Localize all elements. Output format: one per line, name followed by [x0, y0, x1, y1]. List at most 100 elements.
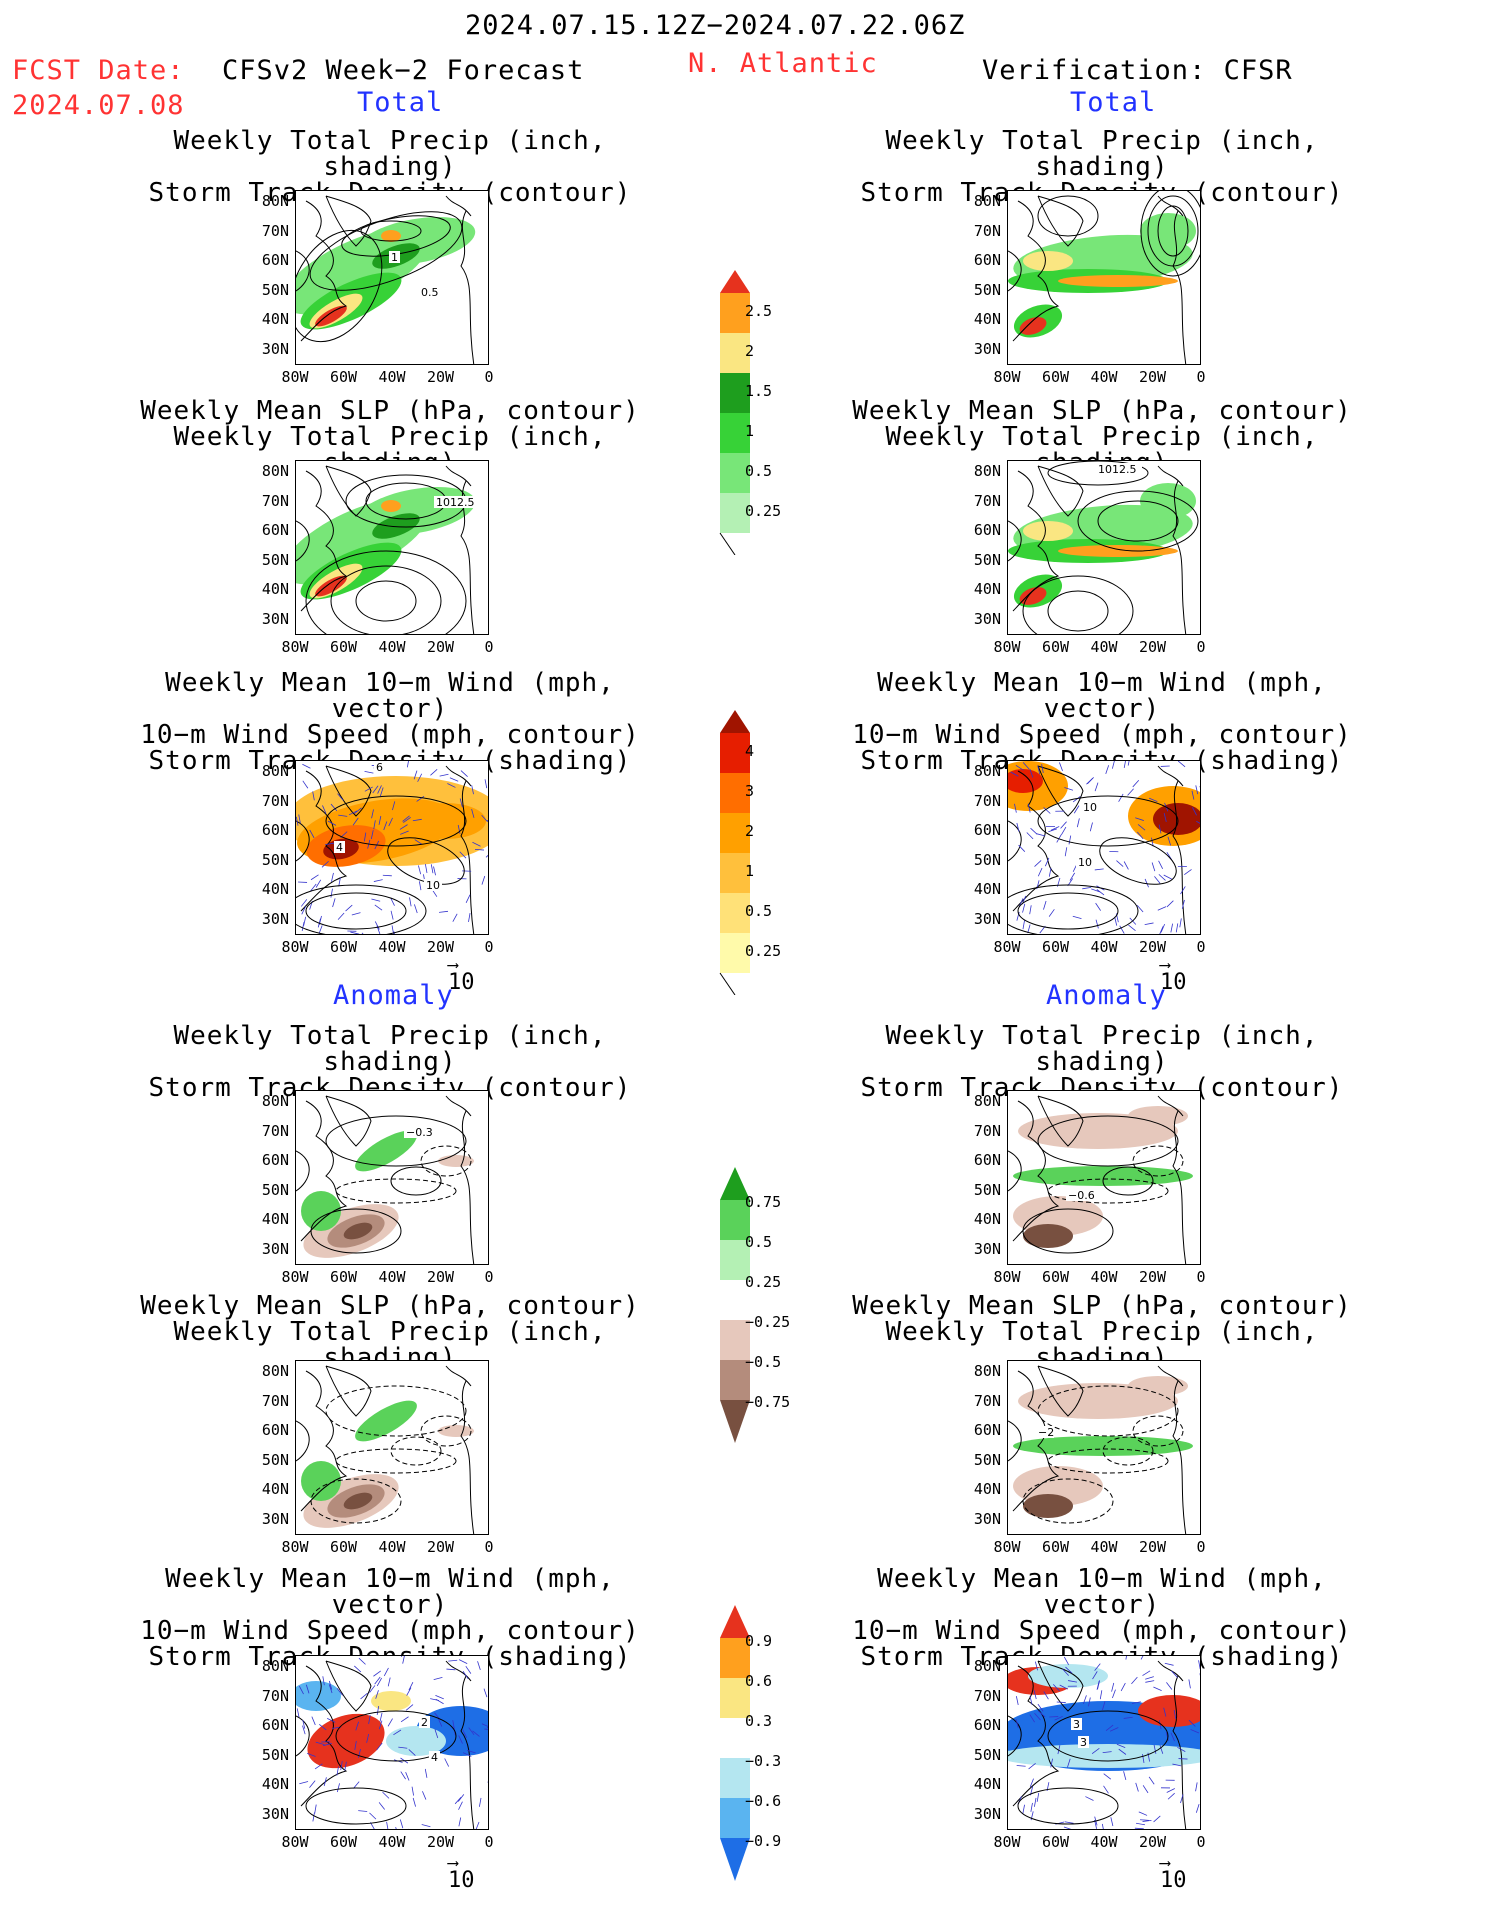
- period-title: 2024.07.15.12Z−2024.07.22.06Z: [465, 10, 966, 41]
- lon-tick: 0: [484, 938, 494, 956]
- cb2-label-4: 0.5: [745, 902, 773, 920]
- lon-tick: 0: [1196, 1268, 1206, 1286]
- vector-ref-right-2: ⟶ 10: [1160, 1853, 1187, 1894]
- lat-tick: 70N: [973, 1391, 1001, 1410]
- cb1-label-2: 1.5: [745, 382, 773, 400]
- contour-label: 6: [376, 761, 383, 774]
- lat-tick: 30N: [261, 909, 289, 928]
- contour-label: 10: [1083, 801, 1097, 814]
- lat-tick: 50N: [261, 1745, 289, 1764]
- lat-tick: 50N: [261, 280, 289, 299]
- lat-tick: 50N: [973, 1450, 1001, 1469]
- lon-tick: 80W: [993, 368, 1021, 386]
- lat-tick: 30N: [261, 609, 289, 628]
- lat-tick: 40N: [261, 310, 289, 328]
- lat-tick: 50N: [973, 1180, 1001, 1199]
- lon-tick: 60W: [329, 1268, 358, 1286]
- colorbar-storm-anom: [720, 1605, 750, 1881]
- lat-tick: 80N: [973, 192, 1001, 210]
- cb3-label-1: 0.5: [745, 1233, 773, 1251]
- lat-tick: 50N: [261, 1450, 289, 1469]
- cb1-label-3: 1: [745, 422, 755, 440]
- lat-tick: 30N: [261, 1239, 289, 1258]
- lon-tick: 80W: [281, 1538, 309, 1556]
- lat-tick: 60N: [261, 1421, 289, 1439]
- lat-tick: 80N: [261, 762, 289, 780]
- lon-tick: 80W: [993, 638, 1021, 656]
- lat-tick: 40N: [973, 580, 1001, 598]
- lon-tick: 80W: [281, 938, 309, 956]
- lat-tick: 80N: [261, 462, 289, 480]
- lon-tick: 20W: [426, 1833, 455, 1851]
- lat-tick: 70N: [261, 491, 289, 510]
- lat-tick: 40N: [973, 1775, 1001, 1793]
- map-panel-p4L: −0.3: [295, 1090, 489, 1265]
- lon-tick: 0: [1196, 938, 1206, 956]
- title-slp-precip-right-1: Weekly Mean SLP (hPa, contour) Weekly Tot…: [852, 396, 1352, 476]
- map-panel-p3L: 6 4 10: [295, 760, 489, 935]
- colorbar-storm-total: [719, 710, 750, 995]
- lat-tick: 80N: [261, 192, 289, 210]
- lat-tick: 60N: [261, 821, 289, 839]
- colorbar-precip-anom: [720, 1167, 750, 1443]
- title-slp-precip-right-2: Weekly Mean SLP (hPa, contour) Weekly Tot…: [852, 1291, 1352, 1373]
- lat-tick: 70N: [973, 221, 1001, 240]
- cb2-label-3: 1: [745, 862, 755, 880]
- lat-tick: 80N: [973, 1362, 1001, 1380]
- lat-tick: 80N: [261, 1092, 289, 1110]
- vector-ref-left-2: ⟶ 10: [448, 1853, 475, 1894]
- map-panel-p4R: −0.6: [1007, 1090, 1201, 1265]
- lon-tick: 60W: [1041, 1268, 1070, 1286]
- lon-tick: 20W: [1138, 1833, 1167, 1851]
- map-panel-p5L: [295, 1360, 489, 1535]
- cb3-label-3: −0.25: [745, 1313, 791, 1331]
- map-panel-p2L: 1012.5: [295, 460, 489, 635]
- lon-tick: 60W: [1041, 1833, 1070, 1851]
- lon-tick: 0: [484, 1833, 494, 1851]
- map-panel-p5R: −2: [1007, 1360, 1201, 1535]
- cb1-label-0: 2.5: [745, 302, 773, 320]
- contour-label: 1012.5: [1098, 463, 1137, 476]
- lat-tick: 30N: [261, 1509, 289, 1528]
- lon-tick: 40W: [1090, 938, 1118, 956]
- lat-tick: 50N: [973, 850, 1001, 869]
- lon-tick: 80W: [281, 638, 309, 656]
- title-wind-storm-left-1: Weekly Mean 10−m Wind (mph, vector) 10−m …: [140, 668, 640, 776]
- cb1-label-5: 0.25: [745, 502, 782, 520]
- contour-label: 0.5: [421, 286, 439, 299]
- contour-label: 4: [336, 841, 343, 854]
- lon-tick: 0: [1196, 1833, 1206, 1851]
- lat-tick: 40N: [973, 1480, 1001, 1498]
- lat-tick: 80N: [261, 1657, 289, 1675]
- lon-tick: 60W: [1041, 1538, 1070, 1556]
- lat-tick: 80N: [261, 1362, 289, 1380]
- cb3-label-4: −0.5: [745, 1353, 782, 1371]
- cb4-label-0: 0.9: [745, 1632, 773, 1650]
- lon-tick: 80W: [993, 1268, 1021, 1286]
- cb2-label-2: 2: [745, 822, 755, 840]
- contour-label: −0.3: [406, 1126, 433, 1139]
- lon-tick: 40W: [378, 638, 406, 656]
- section-total-right: Total: [1070, 87, 1157, 118]
- lat-tick: 70N: [261, 791, 289, 810]
- lat-tick: 30N: [973, 1509, 1001, 1528]
- fcst-date-label: FCST Date:: [12, 55, 185, 86]
- lat-tick: 70N: [973, 1686, 1001, 1705]
- contour-label: 3: [1073, 1718, 1080, 1731]
- section-total-left: Total: [357, 87, 444, 118]
- cb4-label-4: −0.6: [745, 1792, 782, 1810]
- lat-tick: 70N: [973, 491, 1001, 510]
- cb2-label-5: 0.25: [745, 942, 782, 960]
- lat-tick: 70N: [261, 221, 289, 240]
- lon-tick: 40W: [1090, 368, 1118, 386]
- section-anomaly-right: Anomaly: [1046, 980, 1167, 1011]
- lon-tick: 20W: [426, 368, 455, 386]
- lon-tick: 40W: [378, 1538, 406, 1556]
- lon-tick: 40W: [378, 1833, 406, 1851]
- lon-tick: 60W: [1041, 638, 1070, 656]
- lon-tick: 0: [1196, 368, 1206, 386]
- lat-tick: 60N: [973, 1421, 1001, 1439]
- lat-tick: 80N: [973, 462, 1001, 480]
- lon-tick: 40W: [378, 1268, 406, 1286]
